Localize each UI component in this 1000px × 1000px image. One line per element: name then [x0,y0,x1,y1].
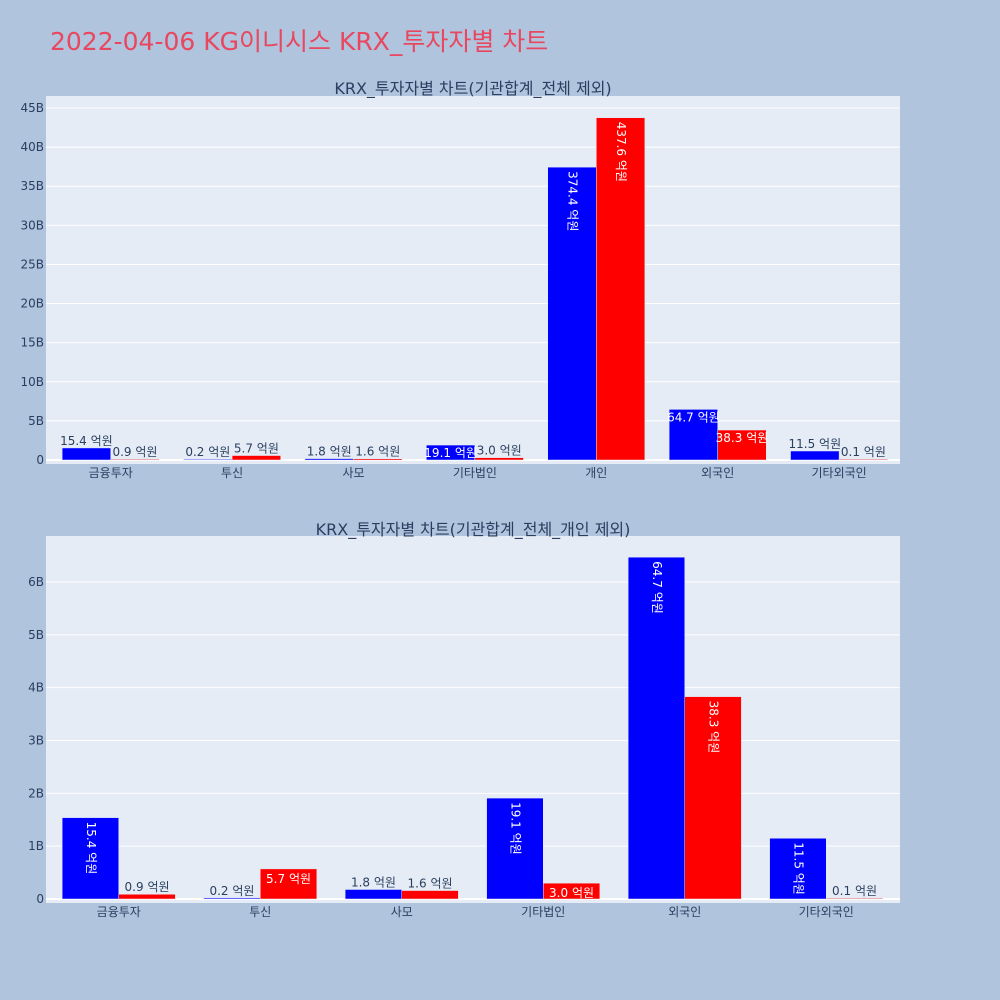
page-title: 2022-04-06 KG이니시스 KRX_투자자별 차트 [50,27,549,56]
data-label: 0.9 억원 [125,880,170,894]
data-label: 1.6 억원 [408,877,453,891]
data-label: 1.6 억원 [355,445,400,459]
data-label: 15.4 억원 [84,822,98,875]
y-tick-label: 20B [20,297,44,311]
x-tick-label: 기타외국인 [811,466,866,480]
data-label: 19.1 억원 [508,802,522,855]
data-label: 3.0 억원 [549,886,594,900]
bar [838,458,888,461]
x-tick-label: 개인 [585,466,607,480]
bar [627,556,686,900]
bar [769,837,827,900]
chart-title: KRX_투자자별 차트(기관합계_전체_개인 제외) [316,520,631,540]
bar [260,868,318,900]
data-label: 3.0 억원 [477,444,522,458]
data-label: 0.2 억원 [185,445,230,459]
y-tick-label: 0 [36,892,44,906]
y-tick-label: 45B [20,101,44,115]
bar [203,897,261,900]
data-label: 64.7 억원 [667,410,720,424]
y-tick-label: 25B [20,257,44,271]
bar [547,166,597,461]
data-label: 1.8 억원 [307,445,352,459]
y-tick-label: 3B [28,734,44,748]
x-tick-label: 외국인 [668,905,701,919]
bar [543,882,601,900]
bar [344,889,402,900]
y-tick-label: 40B [20,140,44,154]
bar [353,458,403,461]
bar [826,897,884,900]
data-label: 5.7 억원 [266,872,311,886]
data-label: 11.5 억원 [789,437,842,451]
bar [486,797,544,900]
data-label: 38.3 억원 [707,701,721,754]
bar [426,444,476,461]
data-label: 11.5 억원 [791,842,805,895]
x-tick-label: 기타외국인 [799,905,854,919]
data-label: 1.8 억원 [351,875,396,889]
x-tick-label: 금융투자 [89,466,133,480]
x-tick-label: 사모 [391,905,413,919]
y-tick-label: 10B [20,375,44,389]
plot-area [46,96,900,464]
y-tick-label: 30B [20,218,44,232]
bar [668,409,718,461]
y-tick-label: 5B [28,414,44,428]
y-tick-label: 0 [36,453,44,467]
data-label: 0.1 억원 [841,445,886,459]
bar [596,117,646,461]
data-label: 374.4 억원 [566,171,580,231]
bar [717,429,767,461]
y-tick-label: 15B [20,336,44,350]
bar [61,817,119,900]
chart-institution-total-excluded: KRX_투자자별 차트(기관합계_전체 제외) 0 5B 10B 15B 20B 25B 30… [20,79,900,480]
x-tick-label: 금융투자 [97,905,141,919]
data-label: 0.2 억원 [209,884,254,898]
bar [401,890,459,900]
bar [110,458,160,461]
x-tick-label: 투신 [249,905,271,919]
x-tick-label: 외국인 [701,466,734,480]
x-tick-label: 사모 [342,466,364,480]
y-tick-label: 6B [28,575,44,589]
bar [474,457,524,461]
chart-title: KRX_투자자별 차트(기관합계_전체 제외) [334,79,611,99]
data-label: 0.9 억원 [112,445,157,459]
y-tick-label: 2B [28,786,44,800]
bar [684,696,742,900]
data-label: 5.7 억원 [234,442,279,456]
plot-area [46,536,900,903]
data-label: 437.6 억원 [614,122,628,182]
data-label: 19.1 억원 [424,446,477,460]
bar [231,455,281,461]
bar [61,447,111,461]
data-label: 15.4 억원 [60,434,113,448]
x-tick-label: 기타법인 [453,466,497,480]
bar [790,450,840,461]
y-tick-label: 35B [20,179,44,193]
x-tick-label: 투신 [221,466,243,480]
x-tick-label: 기타법인 [521,905,565,919]
y-tick-label: 1B [28,839,44,853]
data-label: 38.3 억원 [716,431,769,445]
bar [118,893,176,900]
data-label: 64.7 억원 [650,561,664,614]
data-label: 0.1 억원 [832,884,877,898]
y-tick-label: 4B [28,681,44,695]
y-tick-label: 5B [28,628,44,642]
